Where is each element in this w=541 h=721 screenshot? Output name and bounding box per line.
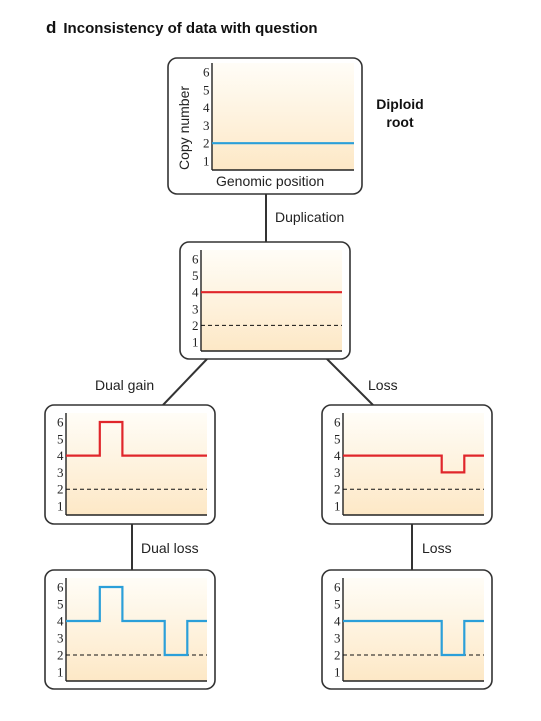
edge-loss-top	[326, 358, 374, 406]
copy-number-series	[66, 585, 207, 657]
y-tick-label: 3	[57, 465, 64, 480]
y-tick-label: 3	[203, 118, 210, 133]
y-tick-label: 1	[57, 665, 64, 680]
y-tick-label: 6	[334, 415, 341, 430]
plot-area	[201, 250, 342, 351]
y-tick-label: 4	[203, 100, 210, 115]
root-label-line1: Diploid	[376, 96, 424, 112]
y-tick-label: 4	[334, 448, 341, 463]
copy-number-series	[343, 454, 484, 474]
panel-title-text: Inconsistency of data with question	[63, 20, 318, 37]
y-tick-label: 5	[334, 431, 341, 446]
y-tick-label: 4	[192, 285, 199, 300]
y-tick-label: 2	[203, 136, 210, 151]
y-tick-label: 2	[192, 318, 199, 333]
copy-number-series	[343, 619, 484, 657]
y-tick-label: 2	[334, 482, 341, 497]
plot-area	[343, 413, 484, 515]
panel-letter: d	[46, 18, 57, 37]
y-tick-label: 6	[57, 580, 64, 595]
y-tick-label: 6	[203, 65, 210, 80]
plot-area	[66, 578, 207, 681]
edge-label-loss-bottom: Loss	[422, 540, 452, 556]
y-tick-label: 1	[203, 154, 210, 169]
y-tick-label: 2	[57, 482, 64, 497]
y-tick-label: 1	[192, 335, 199, 350]
y-tick-label: 1	[334, 665, 341, 680]
y-tick-label: 3	[334, 631, 341, 646]
root-label-line2: root	[386, 114, 414, 130]
chart-after-second-loss: 1 2 3 4 5 6	[321, 569, 493, 690]
y-tick-label: 4	[57, 448, 64, 463]
y-tick-label: 1	[57, 499, 64, 514]
y-axis-label: Copy number	[176, 86, 192, 170]
copy-number-series	[66, 420, 207, 457]
y-tick-label: 3	[57, 631, 64, 646]
chart-diploid-root: 1 2 3 4 5 6	[167, 57, 363, 195]
y-tick-label: 4	[334, 614, 341, 629]
y-tick-label: 5	[57, 597, 64, 612]
y-tick-label: 6	[192, 252, 199, 267]
y-tick-label: 3	[334, 465, 341, 480]
y-tick-label: 6	[57, 415, 64, 430]
tree-edges	[131, 194, 413, 570]
x-axis-label: Genomic position	[216, 173, 324, 189]
y-tick-label: 4	[57, 614, 64, 629]
plot-area	[212, 63, 354, 170]
panel-title: d Inconsistency of data with question	[46, 18, 318, 38]
chart-after-loss: 1 2 3 4 56	[321, 404, 493, 525]
edge-label-duplication: Duplication	[275, 209, 344, 225]
plot-area	[343, 578, 484, 681]
edge-label-dual-gain: Dual gain	[95, 377, 154, 393]
y-tick-label: 2	[57, 648, 64, 663]
y-tick-label: 2	[334, 648, 341, 663]
y-tick-label: 1	[334, 499, 341, 514]
chart-after-dual-gain: 1 2 3 4 56	[44, 404, 216, 525]
edge-labels: Duplication Dual gain Loss Dual loss Los…	[95, 209, 452, 556]
y-tick-label: 5	[203, 82, 210, 97]
y-tick-label: 6	[334, 580, 341, 595]
chart-after-dual-loss: 1 2 3 4 5 6	[44, 569, 216, 690]
y-tick-label: 3	[192, 301, 199, 316]
edge-label-loss-top: Loss	[368, 377, 398, 393]
edge-dual-gain	[162, 358, 208, 406]
plot-area	[66, 413, 207, 515]
root-label: Diploid root	[352, 95, 448, 131]
y-tick-label: 5	[57, 431, 64, 446]
y-tick-label: 5	[192, 268, 199, 283]
edge-label-dual-loss: Dual loss	[141, 540, 199, 556]
y-tick-label: 5	[334, 597, 341, 612]
